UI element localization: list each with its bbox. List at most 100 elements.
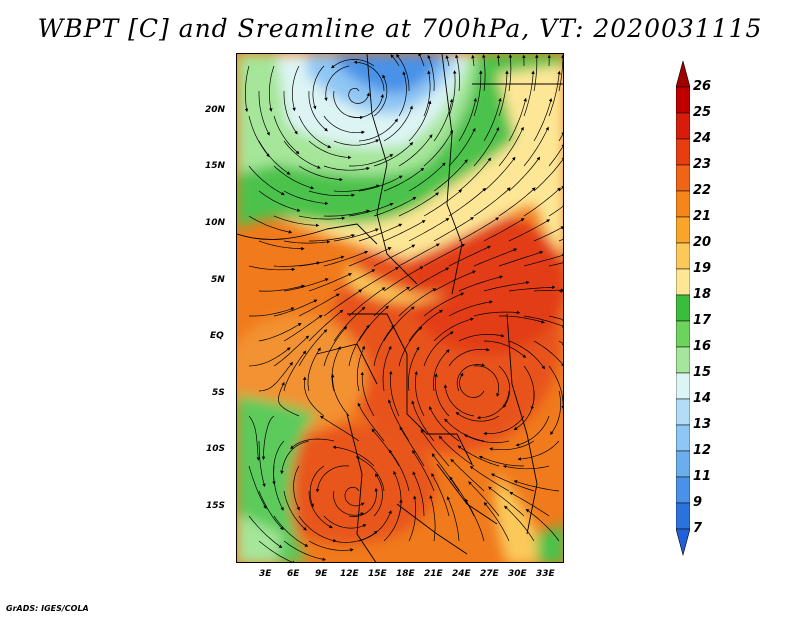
colorbar-swatch [676, 268, 690, 296]
streamline [438, 435, 475, 467]
streamline [356, 345, 365, 392]
streamline [450, 458, 485, 492]
streamline [261, 415, 275, 461]
streamline [458, 217, 500, 242]
streamline [323, 250, 369, 267]
lat-label-15n: 15N [205, 161, 226, 171]
colorbar-label: 19 [693, 261, 712, 276]
colorbar-swatch [676, 242, 690, 270]
lat-label-20n: 20N [205, 105, 226, 115]
colorbar-swatch [676, 216, 690, 244]
streamline [458, 157, 492, 192]
streamline [398, 71, 407, 117]
lon-label-3e: 3E [259, 569, 272, 579]
streamline [333, 306, 366, 342]
streamline [459, 372, 485, 398]
streamline [429, 495, 436, 542]
streamline [498, 187, 536, 217]
streamline [348, 87, 370, 104]
streamline [358, 118, 398, 142]
streamline [533, 54, 539, 92]
streamline [498, 70, 509, 117]
streamline [302, 376, 325, 417]
streamline [483, 502, 510, 542]
colorbar-label: 12 [693, 443, 712, 458]
streamline [290, 438, 335, 450]
streamline [550, 390, 561, 436]
streamline [517, 440, 560, 461]
streamline [280, 440, 310, 475]
streamline [431, 473, 450, 517]
colorbar-label: 26 [693, 79, 712, 94]
streamline [408, 309, 443, 342]
streamline [353, 60, 385, 92]
streamline [469, 465, 510, 492]
streamline [298, 165, 343, 182]
colorbar-swatch [676, 112, 690, 140]
streamline [446, 496, 460, 542]
streamline [483, 218, 525, 242]
lat-label-10n: 10N [205, 218, 226, 228]
streamline [423, 129, 453, 167]
streamline [248, 415, 260, 461]
streamline [382, 345, 392, 392]
streamline [309, 233, 355, 242]
streamline [348, 202, 394, 217]
streamline [387, 399, 410, 442]
streamline [373, 141, 414, 167]
streamline [324, 65, 350, 102]
lat-label-eq: EQ [210, 331, 224, 341]
streamline [489, 440, 535, 451]
streamline [393, 470, 402, 517]
streamline [408, 100, 432, 142]
streamline [298, 215, 346, 221]
lon-label-30e: 30E [508, 569, 527, 579]
colorbar-swatch [676, 398, 690, 426]
streamline [423, 70, 431, 117]
streamline [258, 440, 266, 488]
lon-label-6e: 6E [287, 569, 300, 579]
streamline [473, 127, 500, 167]
colorbar-bottom-arrow [676, 528, 690, 557]
streamline [456, 363, 486, 392]
streamline [445, 55, 450, 67]
streamline [473, 70, 483, 117]
streamline [513, 390, 535, 431]
streamline [273, 299, 318, 317]
streamline [558, 185, 563, 192]
streamline [558, 131, 563, 142]
streamline [448, 70, 457, 117]
streamline [248, 165, 285, 196]
colorbar-swatch [676, 346, 690, 374]
streamline [533, 98, 553, 142]
streamline [496, 54, 501, 67]
colorbar-label: 15 [693, 365, 712, 380]
streamline [358, 223, 403, 242]
colorbar-swatch [676, 476, 690, 504]
streamline [423, 243, 466, 267]
streamline [298, 293, 340, 317]
streamline [434, 373, 450, 417]
streamline [478, 455, 524, 467]
colorbar-swatch [676, 424, 690, 452]
colorbar-swatch [676, 320, 690, 348]
colorbar-swatch [676, 86, 690, 114]
lon-label-15e: 15E [368, 569, 387, 579]
streamline [388, 449, 410, 492]
streamline [408, 346, 420, 392]
lon-label-9e: 9E [315, 569, 328, 579]
streamline [408, 495, 417, 542]
streamline [348, 487, 379, 517]
streamline [283, 240, 331, 244]
field-shading [237, 54, 563, 562]
streamline [499, 315, 545, 324]
streamline [476, 390, 510, 420]
streamline [244, 65, 250, 113]
streamline [458, 97, 477, 142]
colorbar-label: 9 [693, 495, 703, 510]
streamline [398, 326, 423, 367]
streamline [298, 115, 332, 148]
streamline [258, 284, 306, 292]
streamline [348, 324, 370, 367]
streamline [504, 505, 535, 542]
